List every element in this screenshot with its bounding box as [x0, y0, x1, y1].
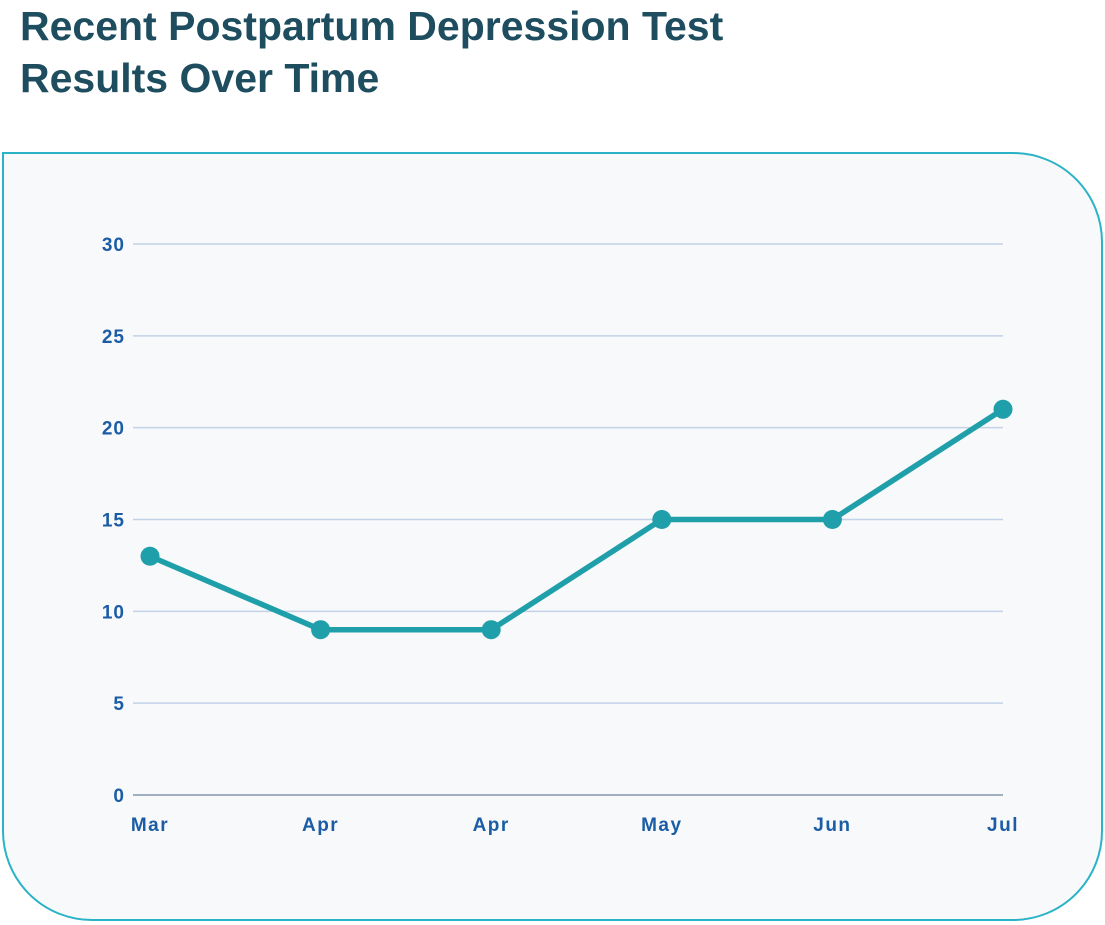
- page-title-line1: Recent Postpartum Depression Test: [20, 3, 724, 49]
- data-line: [147, 406, 1006, 633]
- y-tick-label: 15: [102, 511, 125, 532]
- line-chart: 30 25 20 15 10 5 0 Mar Apr Apr May Jun Jul: [102, 235, 1019, 836]
- x-tick-label: Jul: [987, 815, 1019, 836]
- data-point: [140, 546, 160, 566]
- data-point: [481, 620, 501, 640]
- y-tick-label: 30: [102, 235, 125, 256]
- page-title: Recent Postpartum Depression Test Result…: [20, 0, 723, 104]
- y-tick-label: 20: [102, 419, 125, 440]
- y-tick-label: 0: [113, 786, 125, 807]
- y-tick-label: 25: [102, 327, 125, 348]
- data-point: [311, 620, 331, 640]
- x-tick-label: Apr: [473, 815, 510, 836]
- y-tick-label: 10: [102, 602, 125, 623]
- x-tick-label: May: [641, 815, 682, 836]
- x-tick-label: Jun: [813, 815, 851, 836]
- data-point: [822, 510, 842, 529]
- x-tick-label: Mar: [131, 815, 169, 836]
- x-tick-label: Apr: [302, 815, 339, 836]
- chart-card: 30 25 20 15 10 5 0 Mar Apr Apr May Jun Jul: [2, 152, 1103, 921]
- y-tick-label: 5: [113, 694, 125, 715]
- data-point: [993, 399, 1013, 419]
- data-point: [652, 510, 672, 529]
- page-title-line2: Results Over Time: [20, 55, 380, 101]
